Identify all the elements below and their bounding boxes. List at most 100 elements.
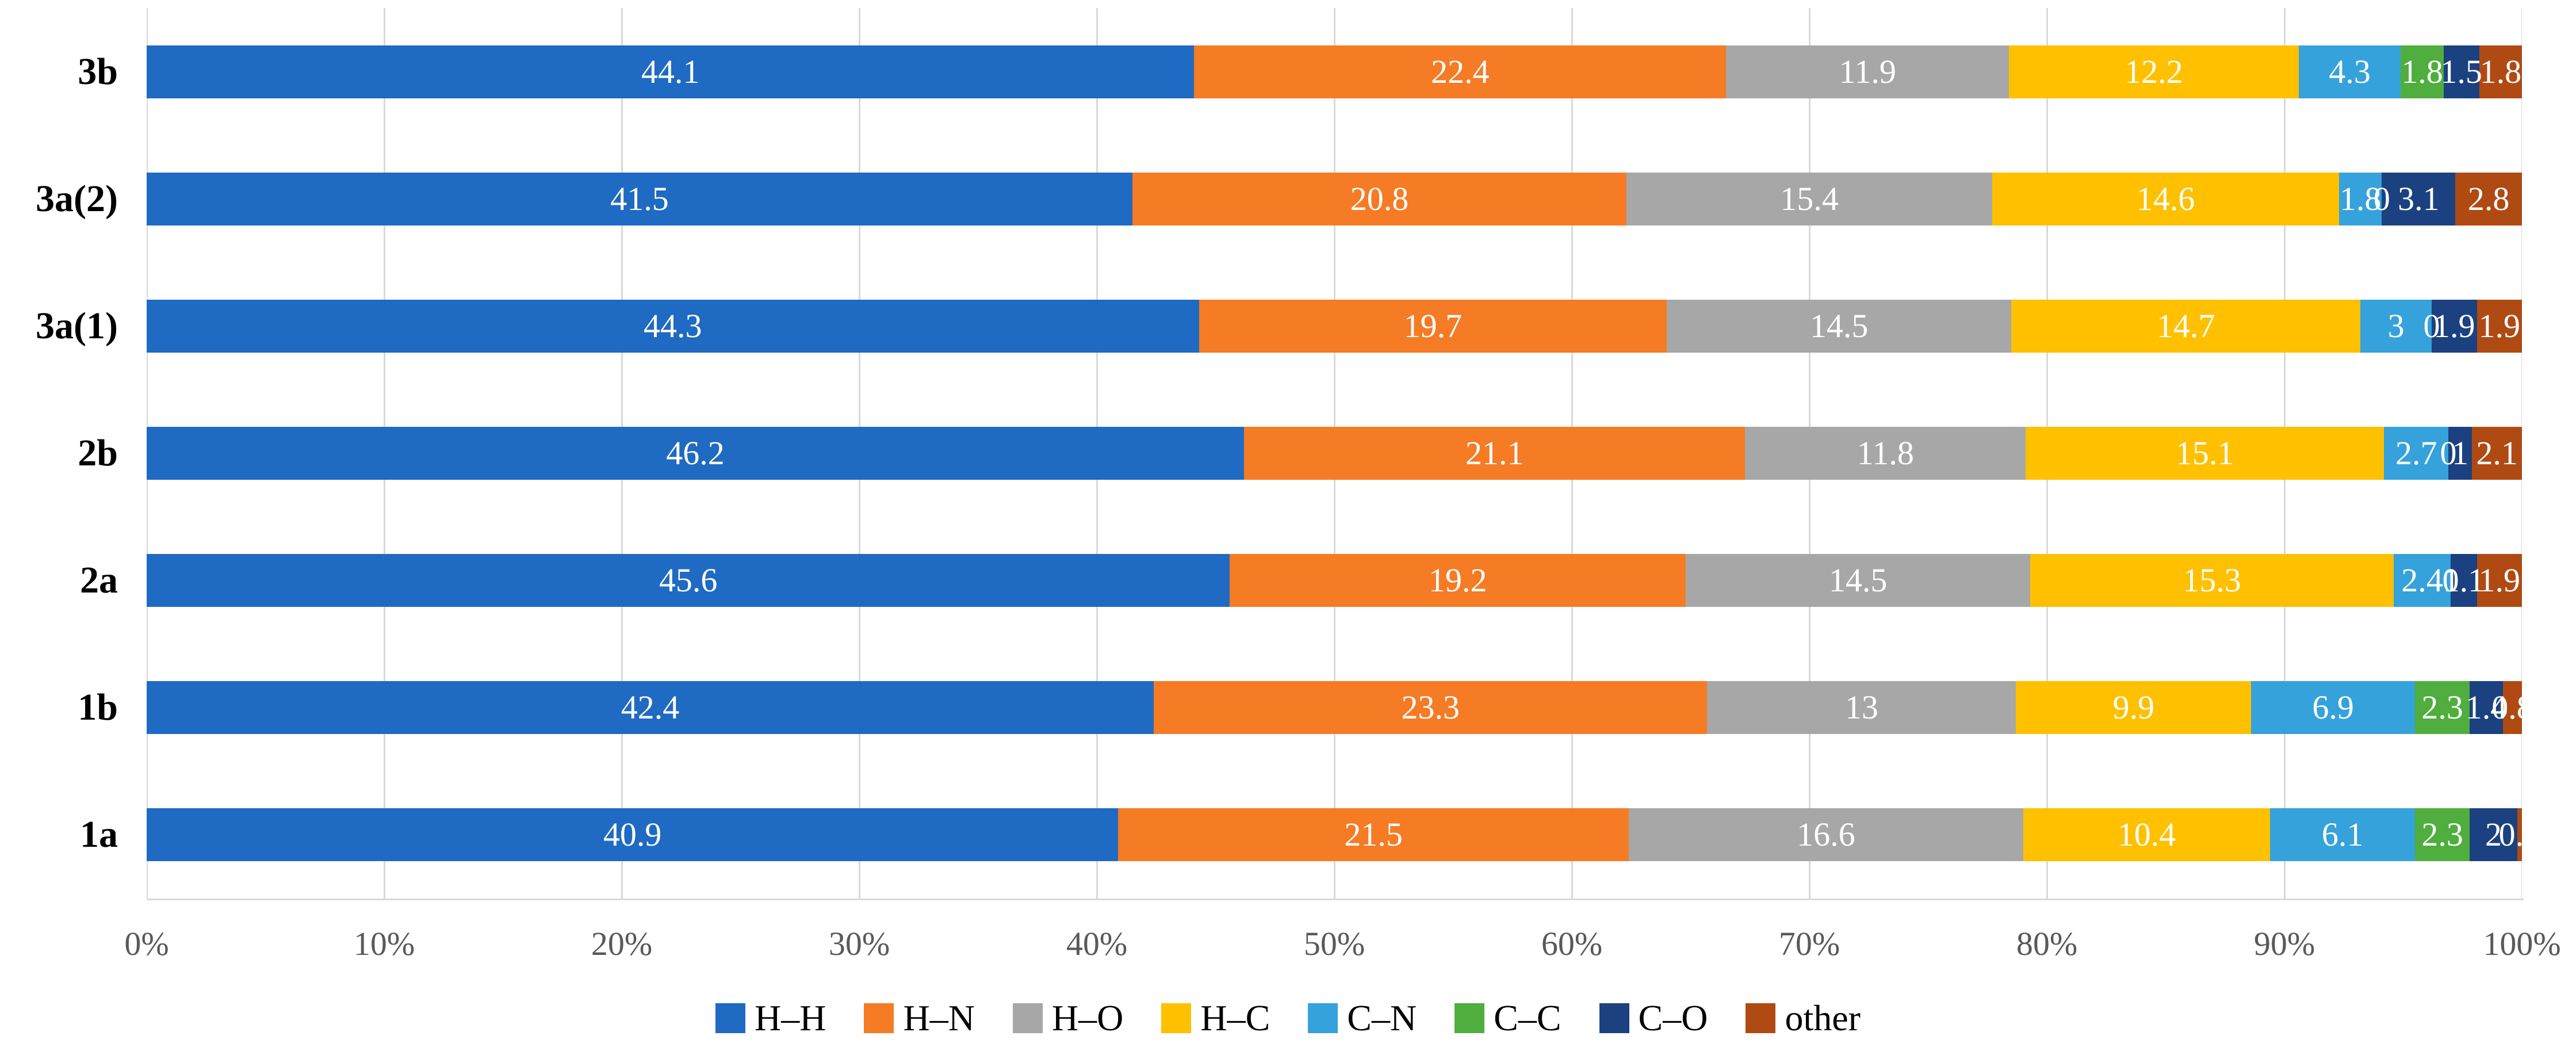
bar-segment-H–N-1a	[1118, 808, 1629, 862]
bar-segment-other-3a(1)	[2477, 299, 2522, 353]
bar-segment-other-1a	[2517, 808, 2522, 862]
bar-segment-other-3b	[2479, 45, 2522, 98]
bar-segment-C–O-3a(1)	[2432, 299, 2477, 353]
legend-label: C–O	[1638, 997, 1708, 1038]
bar-segment-H–H-2a	[147, 554, 1230, 607]
data-label-H–C-3b: 12.2	[2125, 52, 2183, 90]
data-label-H–H-3b: 44.1	[641, 52, 700, 90]
x-axis-line	[147, 899, 2524, 900]
bar-segment-C–O-3a(2)	[2382, 172, 2456, 225]
data-label-other-3a(1): 1.9	[2478, 307, 2521, 345]
x-tick-60%: 60%	[1541, 925, 1603, 962]
legend-label: H–C	[1200, 997, 1270, 1038]
bar-segment-H–N-3a(1)	[1199, 299, 1667, 353]
data-label-C–C-3a(2): 0	[2373, 179, 2390, 217]
bar-segment-H–O-2b	[1745, 427, 2026, 480]
legend-item-H–N: H–N	[864, 997, 975, 1038]
data-label-C–N-2b: 2.7	[2395, 434, 2437, 472]
data-label-other-1b: 0.8	[2491, 689, 2522, 727]
bar-row-3a(2)	[147, 172, 2522, 225]
data-label-C–N-3a(2): 1.8	[2339, 179, 2382, 217]
category-label-3a(2): 3a(2)	[36, 177, 118, 220]
data-label-C–O-3b: 1.5	[2440, 52, 2482, 90]
data-label-other-3b: 1.8	[2479, 52, 2522, 90]
data-label-C–O-3a(1): 1.9	[2433, 307, 2475, 345]
data-label-H–N-3b: 22.4	[1431, 52, 1490, 90]
x-tick-30%: 30%	[828, 925, 890, 962]
data-label-H–O-3a(2): 15.4	[1780, 179, 1839, 217]
data-label-H–C-3a(2): 14.6	[2136, 179, 2195, 217]
legend-label: C–N	[1347, 997, 1417, 1038]
bar-segment-H–O-3b	[1726, 45, 2009, 98]
legend-swatch-icon	[1599, 1003, 1629, 1033]
bar-segment-C–N-3a(2)	[2338, 172, 2382, 225]
data-label-H–N-2a: 19.2	[1429, 561, 1487, 599]
bar-segment-H–H-2b	[147, 427, 1245, 480]
bar-segment-C–O-2b	[2448, 427, 2472, 480]
bar-segment-C–O-1a	[2470, 808, 2517, 862]
data-label-H–N-3a(2): 20.8	[1350, 179, 1409, 217]
data-label-C–C-3a(1): 0	[2423, 307, 2440, 345]
data-label-C–N-2a: 2.4	[2401, 561, 2443, 599]
x-tick-10%: 10%	[353, 925, 415, 962]
bar-segment-C–C-1b	[2415, 681, 2470, 735]
data-label-H–H-2b: 46.2	[666, 434, 725, 472]
category-label-3b: 3b	[78, 50, 118, 93]
category-label-1b: 1b	[78, 686, 118, 729]
data-label-H–H-1a: 40.9	[603, 816, 662, 854]
bar-row-1b	[147, 681, 2522, 735]
x-tick-80%: 80%	[2016, 925, 2078, 962]
bar-segment-C–O-1b	[2470, 681, 2503, 735]
data-label-H–O-2b: 11.8	[1857, 434, 1914, 472]
bar-segment-H–O-1b	[1707, 681, 2016, 735]
data-label-H–H-3a(1): 44.3	[644, 307, 702, 345]
data-label-H–O-1b: 13	[1844, 689, 1878, 727]
bar-segment-C–N-3b	[2298, 45, 2401, 98]
data-label-other-2a: 1.9	[2478, 561, 2521, 599]
data-label-H–O-3b: 11.9	[1839, 52, 1896, 90]
data-label-H–H-2a: 45.6	[659, 561, 718, 599]
bar-segment-C–N-2b	[2384, 427, 2448, 480]
data-label-H–O-2a: 14.5	[1828, 561, 1888, 599]
legend-item-C–C: C–C	[1454, 1000, 1561, 1037]
data-label-C–C-2b: 0	[2440, 434, 2457, 472]
legend-swatch-icon	[1454, 1003, 1485, 1033]
legend-item-H–H: H–H	[715, 1000, 826, 1037]
bar-segment-H–N-2a	[1230, 554, 1686, 607]
data-label-H–C-1a: 10.4	[2117, 816, 2176, 854]
data-label-C–N-3a(1): 3	[2387, 307, 2405, 345]
bar-segment-H–N-1b	[1154, 681, 1708, 735]
legend-item-C–N: C–N	[1308, 1000, 1417, 1037]
data-label-H–C-2b: 15.1	[2175, 434, 2234, 472]
bar-row-3b	[147, 45, 2522, 98]
bar-segment-H–O-2a	[1686, 554, 2031, 607]
legend-swatch-icon	[1161, 1003, 1192, 1033]
data-label-H–N-1b: 23.3	[1401, 689, 1460, 727]
bar-segment-other-1b	[2502, 681, 2522, 735]
data-label-H–C-3a(1): 14.7	[2156, 307, 2215, 345]
category-label-2a: 2a	[80, 559, 118, 602]
bar-row-1a	[147, 808, 2522, 862]
bar-segment-C–C-1a	[2415, 808, 2470, 862]
legend-label: H–N	[903, 997, 975, 1038]
bar-segment-H–N-3a(2)	[1132, 172, 1626, 225]
bar-segment-H–N-3b	[1194, 45, 1727, 98]
bar-row-3a(1)	[147, 299, 2522, 353]
bar-segment-H–C-1b	[2016, 681, 2252, 735]
data-label-C–O-3a(2): 3.1	[2398, 179, 2440, 217]
data-label-C–N-1b: 6.9	[2312, 689, 2354, 727]
bar-segment-H–C-1a	[2023, 808, 2271, 862]
data-label-C–N-1a: 6.1	[2321, 816, 2364, 854]
data-label-other-1a: 0.2	[2498, 816, 2522, 854]
data-label-H–H-3a(2): 41.5	[610, 179, 669, 217]
legend-label: other	[1785, 997, 1861, 1038]
data-label-C–C-1a: 2.3	[2421, 816, 2463, 854]
bar-segment-other-2a	[2477, 554, 2522, 607]
bar-segment-H–N-2b	[1244, 427, 1746, 480]
plot-area: 44.1 22.4 11.9 12.2 4.3 1.8 1.5 1.8 41.5 20.8 15.4…	[147, 8, 2522, 899]
bar-segment-H–H-1a	[147, 808, 1119, 862]
bar-segment-H–O-1a	[1629, 808, 2023, 862]
category-label-1a: 1a	[80, 813, 118, 856]
x-tick-90%: 90%	[2253, 925, 2315, 962]
